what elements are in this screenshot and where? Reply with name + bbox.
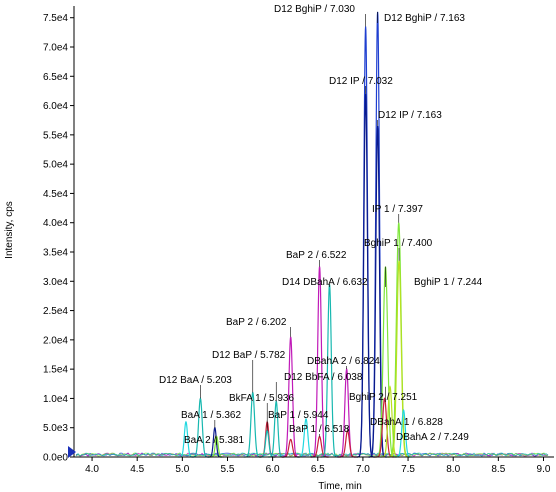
peak-annotation: D12 IP / 7.163 (378, 110, 442, 121)
y-axis-title: Intensity, cps (4, 201, 15, 259)
y-tick-label: 2.0e4 (43, 335, 68, 346)
baseline-trace (75, 452, 549, 457)
axis-marker-icon (68, 446, 76, 458)
y-tick-label: 7.5e4 (43, 13, 68, 24)
peak-annotation: D14 DBahA / 6.632 (282, 277, 368, 288)
y-tick-label: 3.0e4 (43, 277, 68, 288)
x-tick-label: 5.5 (221, 464, 235, 475)
peak-annotation: D12 BaP / 5.782 (212, 350, 286, 361)
peak-annotations: D12 BghiP / 7.030 D12 BghiP / 7.163 D12 IP… (159, 4, 483, 446)
peak-annotation: DBahA 2 / 6.824 (307, 356, 380, 367)
y-tick-label: 6.5e4 (43, 72, 68, 83)
peak-annotation: D12 BbFA / 6.038 (284, 372, 363, 383)
x-tick-label: 8.0 (446, 464, 460, 475)
y-tick-label: 3.5e4 (43, 248, 68, 259)
y-tick-label: 4.5e4 (43, 189, 68, 200)
peak-annotation: BaP 2 / 6.522 (286, 250, 347, 261)
peak-trace (388, 260, 410, 458)
x-tick-label: 4.0 (85, 464, 99, 475)
peak-annotation: BkFA 1 / 5.936 (229, 393, 294, 404)
y-tick-label: 4.0e4 (43, 218, 68, 229)
y-tick-label: 1.5e4 (43, 365, 68, 376)
x-tick-label: 5.0 (175, 464, 189, 475)
peak-annotation: BaP 2 / 6.202 (226, 317, 287, 328)
axes (70, 6, 554, 461)
x-tick-label: 7.5 (401, 464, 415, 475)
peak-annotation: BaP 1 / 5.944 (268, 410, 329, 421)
peak-annotation: IP 1 / 7.397 (372, 204, 423, 215)
peak-annotation: DBahA 2 / 7.249 (396, 432, 469, 443)
x-tick-label: 8.5 (491, 464, 505, 475)
baseline-noise (75, 452, 549, 457)
peak-annotation: D12 IP / 7.032 (329, 76, 393, 87)
y-tick-label: 7.0e4 (43, 43, 68, 54)
x-tick-label: 7.0 (356, 464, 370, 475)
x-tick-label: 6.5 (311, 464, 325, 475)
peak-annotation: DBahA 1 / 6.828 (370, 417, 443, 428)
x-tick-label: 6.0 (266, 464, 280, 475)
peak-annotation: D12 BghiP / 7.163 (384, 13, 465, 24)
peak-annotation: D12 BaA / 5.203 (159, 375, 232, 386)
peak-trace (191, 397, 210, 458)
peak-trace (320, 284, 339, 458)
peak-annotation: BaA 1 / 5.362 (181, 410, 241, 421)
peak-annotation: D12 BghiP / 7.030 (274, 4, 355, 15)
y-tick-label: 0.0e0 (43, 453, 68, 464)
y-tick-label: 2.5e4 (43, 306, 68, 317)
x-tick-label: 9.0 (537, 464, 551, 475)
y-tick-label: 6.0e4 (43, 101, 68, 112)
y-tick-label: 5.0e4 (43, 160, 68, 171)
tick-labels: 4.0 4.5 5.0 5.5 6.0 6.5 7.0 7.5 8.0 8.5 9.0 0.0e0 5.… (43, 13, 551, 475)
peak-annotation: BghiP 1 / 7.400 (364, 238, 433, 249)
y-tick-label: 5.5e4 (43, 130, 68, 141)
annotation-leaders (200, 11, 400, 445)
y-tick-label: 1.0e4 (43, 394, 68, 405)
x-tick-label: 4.5 (130, 464, 144, 475)
x-axis-title: Time, min (318, 481, 362, 492)
peak-annotation: BaA 2 / 5.381 (184, 435, 244, 446)
peak-annotation: BghiP 1 / 7.244 (414, 277, 483, 288)
peak-annotation: BaP 1 / 6.518 (289, 424, 350, 435)
peak-annotation: BghiP 2 / 7.251 (349, 392, 418, 403)
y-tick-label: 5.0e3 (43, 423, 68, 434)
